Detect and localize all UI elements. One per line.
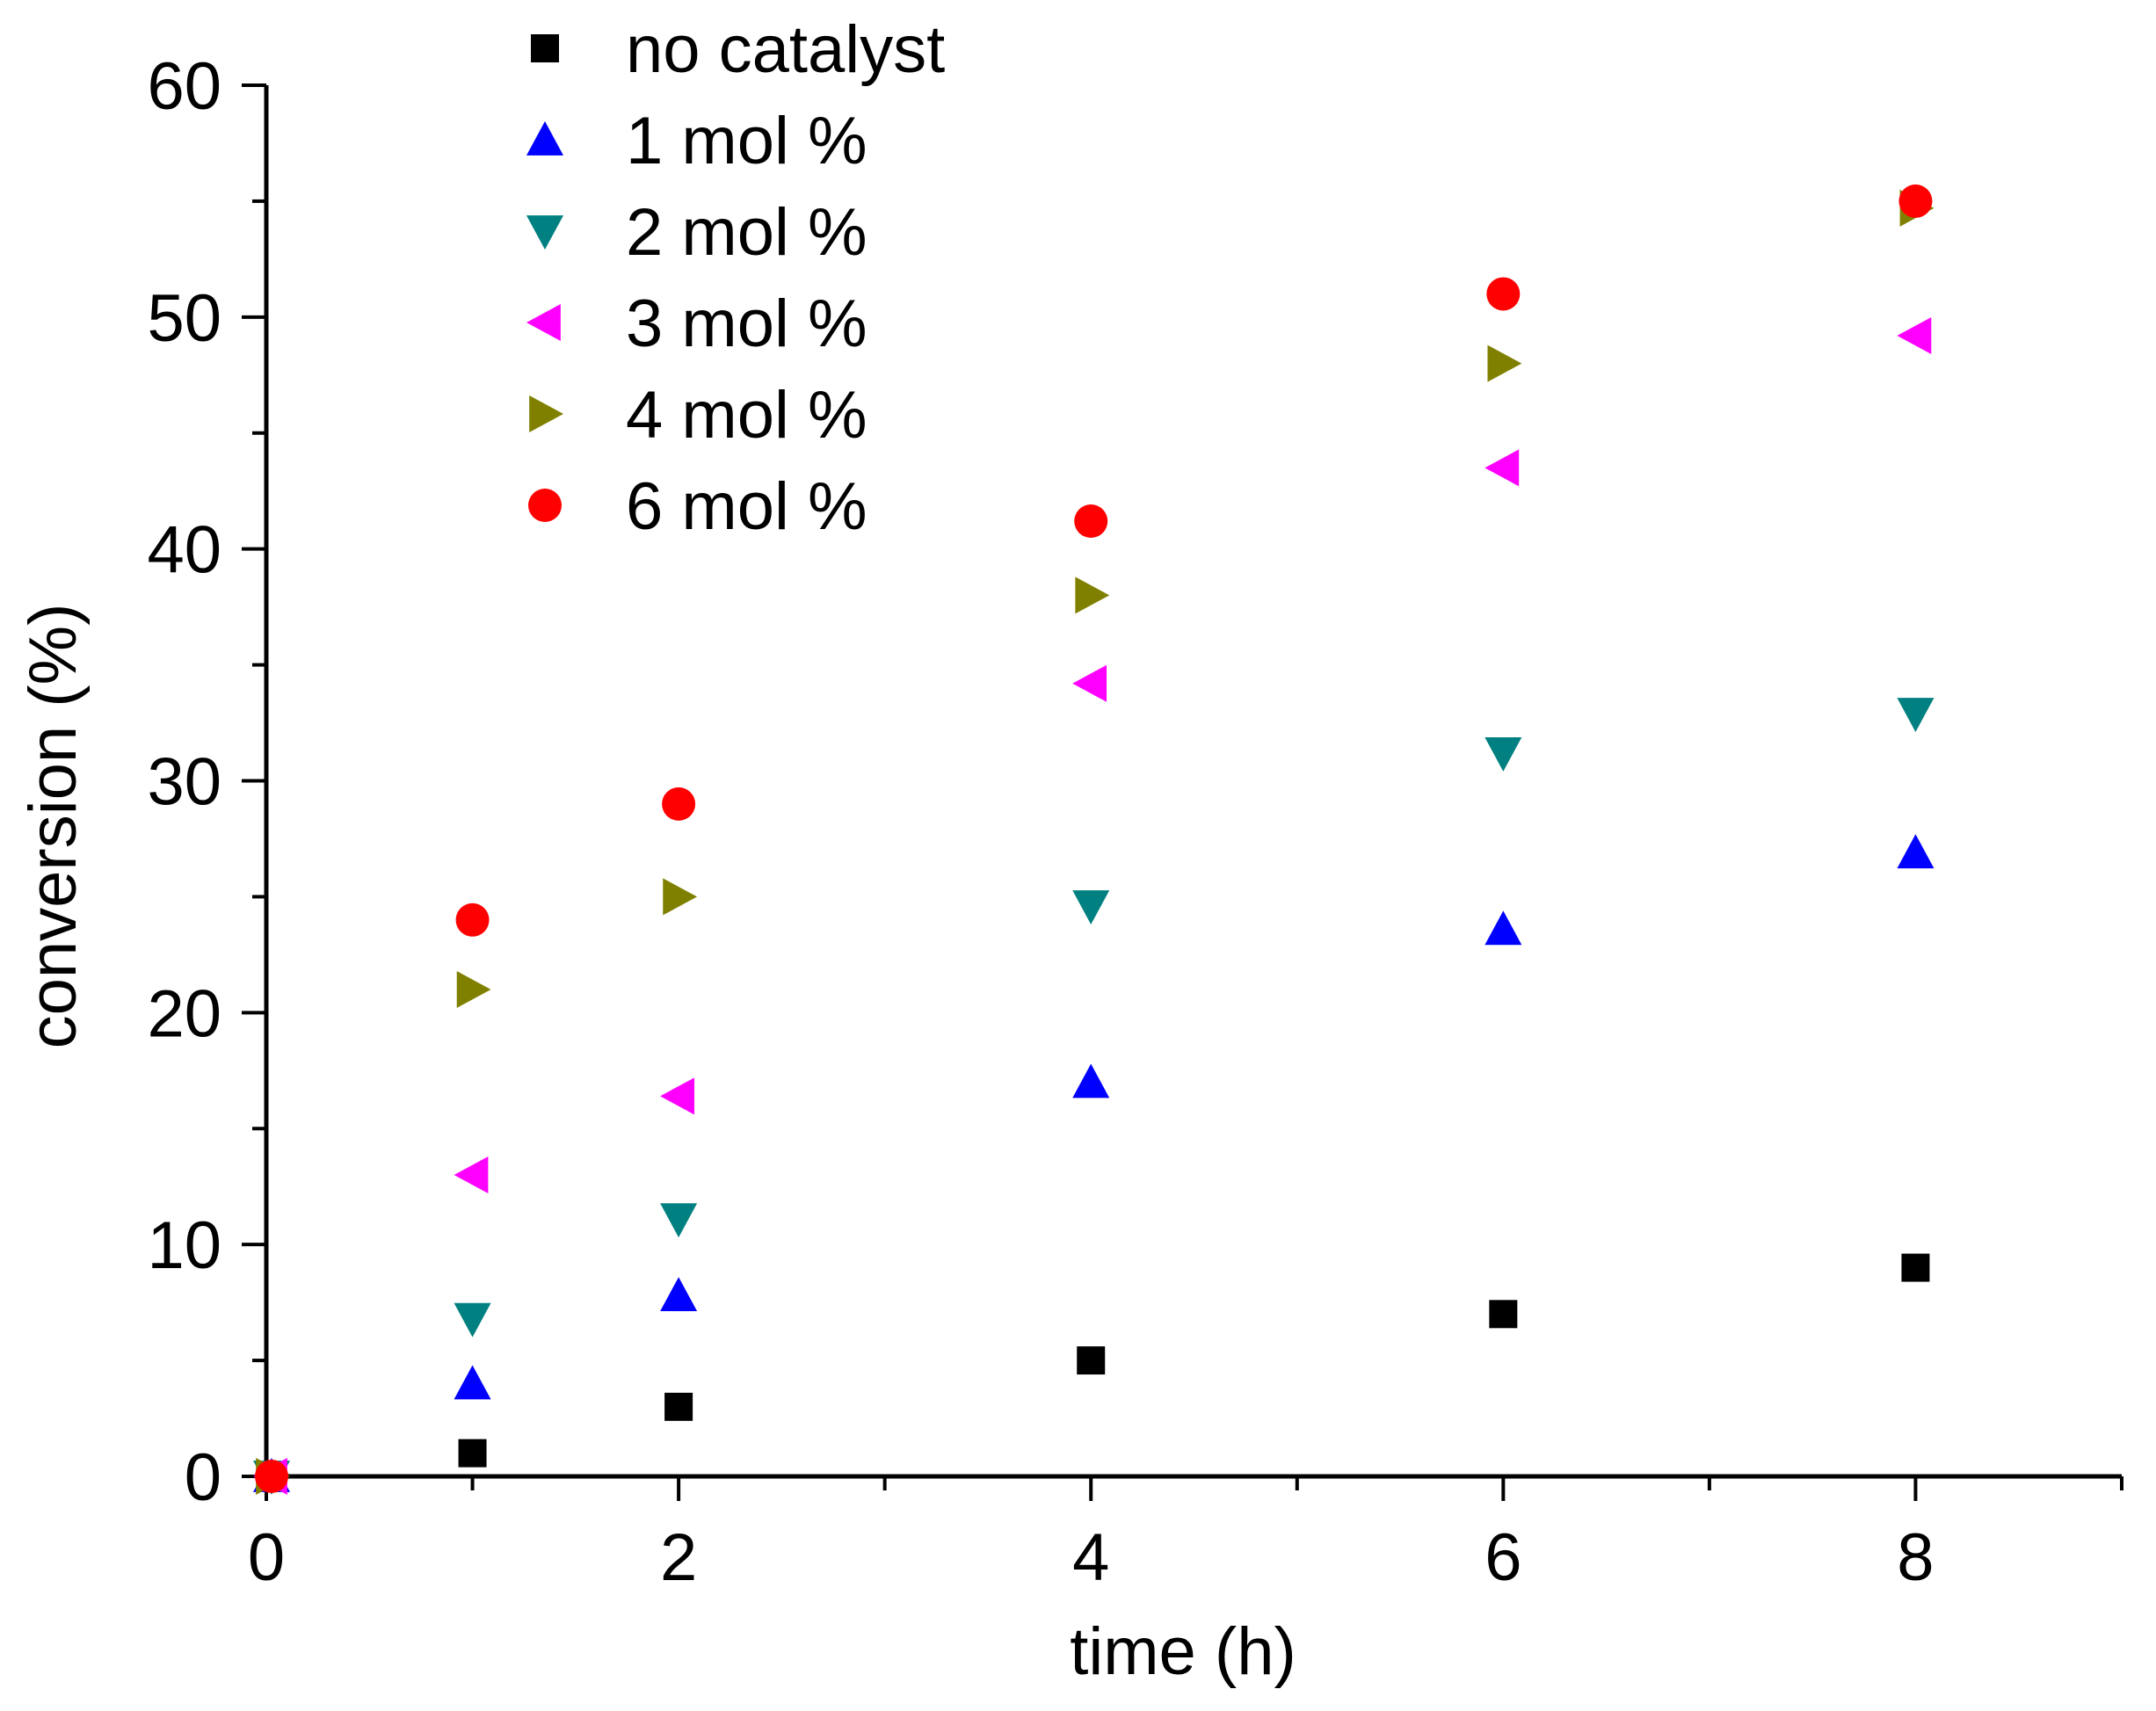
x-tick-label: 2 bbox=[660, 1520, 697, 1595]
x-tick-label: 4 bbox=[1072, 1520, 1109, 1595]
y-tick-label: 60 bbox=[147, 49, 221, 124]
y-tick-label: 50 bbox=[147, 281, 221, 356]
data-point bbox=[456, 970, 491, 1008]
series-1 bbox=[253, 834, 1935, 1492]
legend-label: 2 mol % bbox=[626, 195, 867, 270]
data-point bbox=[1074, 504, 1108, 539]
data-point bbox=[1897, 698, 1935, 732]
legend-marker bbox=[526, 304, 561, 341]
data-point bbox=[1897, 316, 1932, 354]
axis-ticks: 0 2 4 6 8 0 10 20 30 40 50 60 bbox=[147, 49, 2123, 1595]
axes bbox=[264, 85, 2122, 1479]
legend-marker bbox=[528, 489, 562, 522]
data-point bbox=[1901, 1253, 1930, 1282]
legend-label: no catalyst bbox=[626, 12, 945, 87]
legend-label: 4 mol % bbox=[626, 378, 867, 453]
legend-marker bbox=[526, 121, 563, 156]
y-tick-label: 40 bbox=[147, 513, 221, 588]
x-axis-title: time (h) bbox=[1070, 1614, 1296, 1689]
x-tick-label: 0 bbox=[248, 1520, 285, 1595]
data-point bbox=[454, 1156, 489, 1194]
legend-marker bbox=[529, 395, 563, 432]
series-3 bbox=[253, 316, 1932, 1495]
legend-marker bbox=[526, 215, 563, 250]
data-point bbox=[663, 878, 698, 916]
data-point bbox=[1072, 1063, 1110, 1098]
data-point bbox=[1075, 576, 1110, 614]
data-point bbox=[454, 1365, 491, 1400]
data-point bbox=[1897, 834, 1935, 869]
legend-marker bbox=[531, 34, 559, 62]
data-point bbox=[1072, 664, 1107, 702]
data-point bbox=[1486, 277, 1521, 311]
y-tick-label: 20 bbox=[147, 976, 221, 1051]
series-4 bbox=[256, 189, 1935, 1495]
data-point bbox=[660, 1203, 698, 1238]
data-point bbox=[1077, 1346, 1106, 1375]
series-0 bbox=[258, 1253, 1930, 1490]
data-point bbox=[660, 1277, 698, 1312]
data-point bbox=[664, 1392, 693, 1421]
data-point bbox=[1898, 184, 1933, 218]
y-axis-title: conversion (%) bbox=[16, 604, 91, 1049]
data-point bbox=[660, 1077, 694, 1115]
x-tick-label: 8 bbox=[1897, 1520, 1934, 1595]
data-markers bbox=[253, 184, 1935, 1495]
data-point bbox=[1487, 344, 1522, 382]
data-point bbox=[1489, 1300, 1518, 1329]
data-point bbox=[255, 1460, 288, 1493]
y-tick-label: 30 bbox=[147, 745, 221, 820]
series-5 bbox=[255, 184, 1933, 1493]
data-point bbox=[458, 1439, 487, 1468]
y-tick-label: 10 bbox=[147, 1208, 221, 1283]
data-point bbox=[1485, 449, 1520, 487]
data-point bbox=[1485, 736, 1522, 772]
data-point bbox=[662, 787, 696, 821]
y-tick-label: 0 bbox=[185, 1440, 221, 1515]
data-point bbox=[455, 903, 490, 937]
legend-label: 1 mol % bbox=[626, 104, 867, 178]
legend-label: 3 mol % bbox=[626, 286, 867, 361]
legend: no catalyst 1 mol % 2 mol % 3 mol % 4 mol % 6… bbox=[526, 12, 945, 544]
legend-label: 6 mol % bbox=[626, 469, 867, 544]
data-point bbox=[1485, 910, 1522, 946]
data-point bbox=[1072, 890, 1110, 924]
data-point bbox=[454, 1302, 491, 1338]
x-tick-label: 6 bbox=[1485, 1520, 1521, 1595]
